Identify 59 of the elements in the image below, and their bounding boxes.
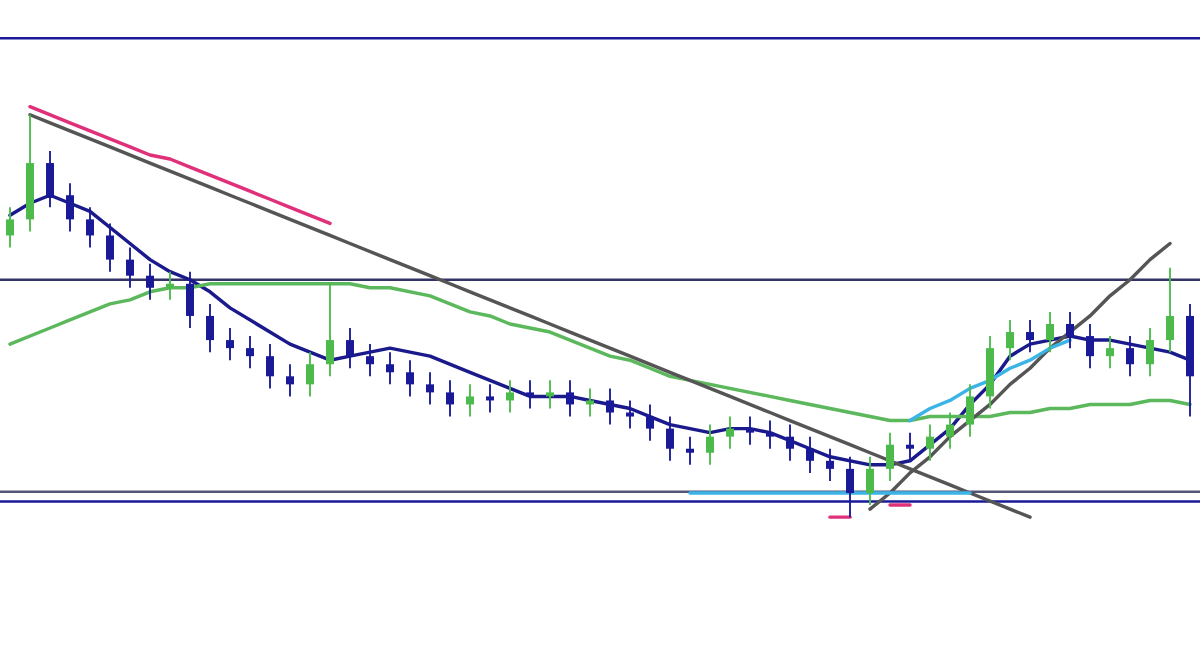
candlestick	[386, 351, 394, 386]
candlestick	[526, 379, 534, 410]
candlestick	[306, 351, 314, 398]
candlestick	[726, 415, 734, 450]
candlestick	[1166, 266, 1174, 354]
candlestick	[486, 383, 494, 414]
candlestick	[206, 302, 214, 354]
candlestick	[706, 423, 714, 466]
candlestick	[686, 435, 694, 466]
candlestick	[1026, 319, 1034, 354]
candlestick	[886, 431, 894, 482]
candlestick	[866, 455, 874, 506]
candlestick	[946, 411, 954, 450]
candlestick	[186, 270, 194, 329]
candlestick	[1006, 319, 1014, 362]
candlestick	[826, 447, 834, 482]
candlestick	[606, 387, 614, 426]
candlestick	[1186, 302, 1194, 418]
candlestick	[46, 150, 54, 209]
candlestick	[666, 415, 674, 462]
candlestick	[586, 387, 594, 418]
candlestick	[366, 343, 374, 378]
candlestick	[766, 419, 774, 450]
candlestick	[86, 206, 94, 249]
candlestick	[246, 335, 254, 370]
candlestick	[286, 363, 294, 398]
candlestick	[166, 270, 174, 301]
candlestick	[406, 359, 414, 398]
candlestick	[926, 423, 934, 462]
candlestick	[1126, 335, 1134, 378]
candlestick	[906, 431, 914, 462]
candlestick	[1086, 323, 1094, 370]
candlestick	[546, 379, 554, 410]
candlestick	[266, 343, 274, 390]
candlestick	[466, 383, 474, 418]
candlestick	[566, 379, 574, 418]
candlestick	[626, 399, 634, 430]
candlestick	[746, 415, 754, 446]
candlestick	[1046, 310, 1054, 354]
candlestick	[446, 379, 454, 418]
candlestick	[346, 327, 354, 370]
candlestick	[226, 327, 234, 362]
candlestick	[126, 246, 134, 289]
candlestick	[1106, 335, 1114, 370]
candlestick	[26, 113, 34, 233]
candlestick	[426, 371, 434, 406]
candlestick	[326, 282, 334, 378]
candlestick	[986, 335, 994, 410]
candlestick	[1146, 327, 1154, 378]
candlestick	[146, 262, 154, 301]
candlestick	[786, 423, 794, 462]
candlestick	[506, 379, 514, 414]
candlestick	[66, 182, 74, 233]
candlestick	[1066, 310, 1074, 350]
candlestick	[6, 206, 14, 249]
candlestick	[966, 383, 974, 438]
candlestick	[106, 222, 114, 273]
candlestick	[806, 435, 814, 474]
candlestick	[646, 403, 654, 442]
